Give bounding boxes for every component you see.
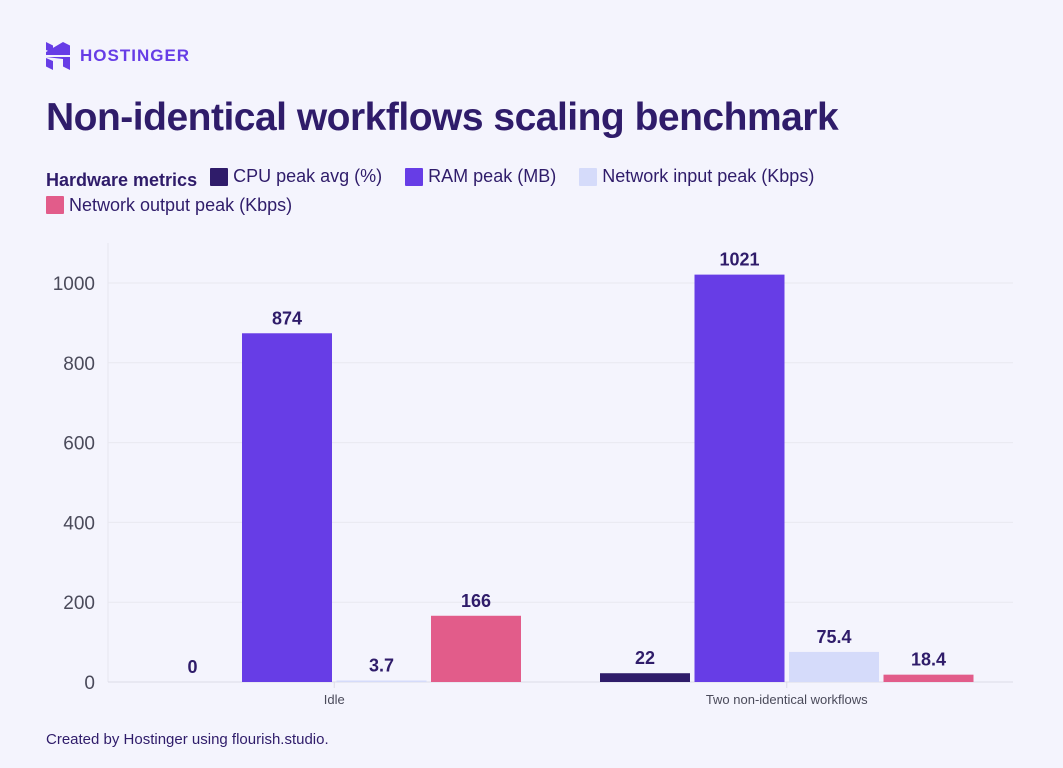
- bar: [600, 673, 690, 682]
- y-tick-label: 200: [63, 593, 95, 614]
- legend-item-network-output[interactable]: Network output peak (Kbps): [46, 193, 292, 218]
- chart-title: Non-identical workflows scaling benchmar…: [46, 96, 839, 139]
- y-tick-label: 400: [63, 513, 95, 534]
- data-label: 22: [635, 648, 655, 668]
- data-label: 0: [187, 657, 197, 677]
- legend-title: Hardware metrics: [46, 169, 198, 190]
- bar: [694, 274, 785, 682]
- legend-label: Network input peak (Kbps): [602, 166, 815, 186]
- legend-swatch: [210, 167, 229, 186]
- y-tick-label: 1000: [53, 274, 95, 295]
- y-tick-label: 0: [84, 673, 95, 694]
- legend-label: RAM peak (MB): [428, 166, 557, 186]
- x-tick-label: Idle: [324, 692, 345, 707]
- bar: [883, 674, 974, 682]
- y-tick-label: 800: [63, 354, 95, 375]
- data-label: 75.4: [816, 627, 851, 647]
- bar: [789, 651, 879, 682]
- legend-swatch: [579, 167, 598, 186]
- data-label: 166: [461, 591, 491, 611]
- legend-item-network-input[interactable]: Network input peak (Kbps): [579, 164, 814, 189]
- data-label: 3.7: [369, 656, 394, 676]
- brand-logo: HOSTINGER: [46, 42, 190, 70]
- brand-name: HOSTINGER: [80, 46, 191, 65]
- bar: [431, 615, 521, 682]
- data-label: 874: [272, 308, 302, 328]
- legend-item-ram[interactable]: RAM peak (MB): [405, 164, 556, 189]
- legend: Hardware metrics CPU peak avg (%) RAM pe…: [46, 164, 946, 221]
- legend-swatch: [46, 196, 64, 214]
- hostinger-logo-icon: [46, 42, 70, 70]
- legend-swatch: [405, 167, 424, 186]
- bar: [242, 333, 332, 682]
- legend-label: Network output peak (Kbps): [69, 194, 293, 215]
- legend-item-cpu[interactable]: CPU peak avg (%): [210, 164, 382, 189]
- data-label: 1021: [719, 250, 759, 270]
- y-tick-label: 600: [63, 434, 95, 455]
- x-tick-label: Two non-identical workflows: [706, 692, 868, 707]
- bar: [336, 680, 427, 682]
- legend-label: CPU peak avg (%): [233, 166, 383, 186]
- data-label: 18.4: [911, 650, 946, 670]
- footer-credit: Created by Hostinger using flourish.stud…: [46, 731, 329, 748]
